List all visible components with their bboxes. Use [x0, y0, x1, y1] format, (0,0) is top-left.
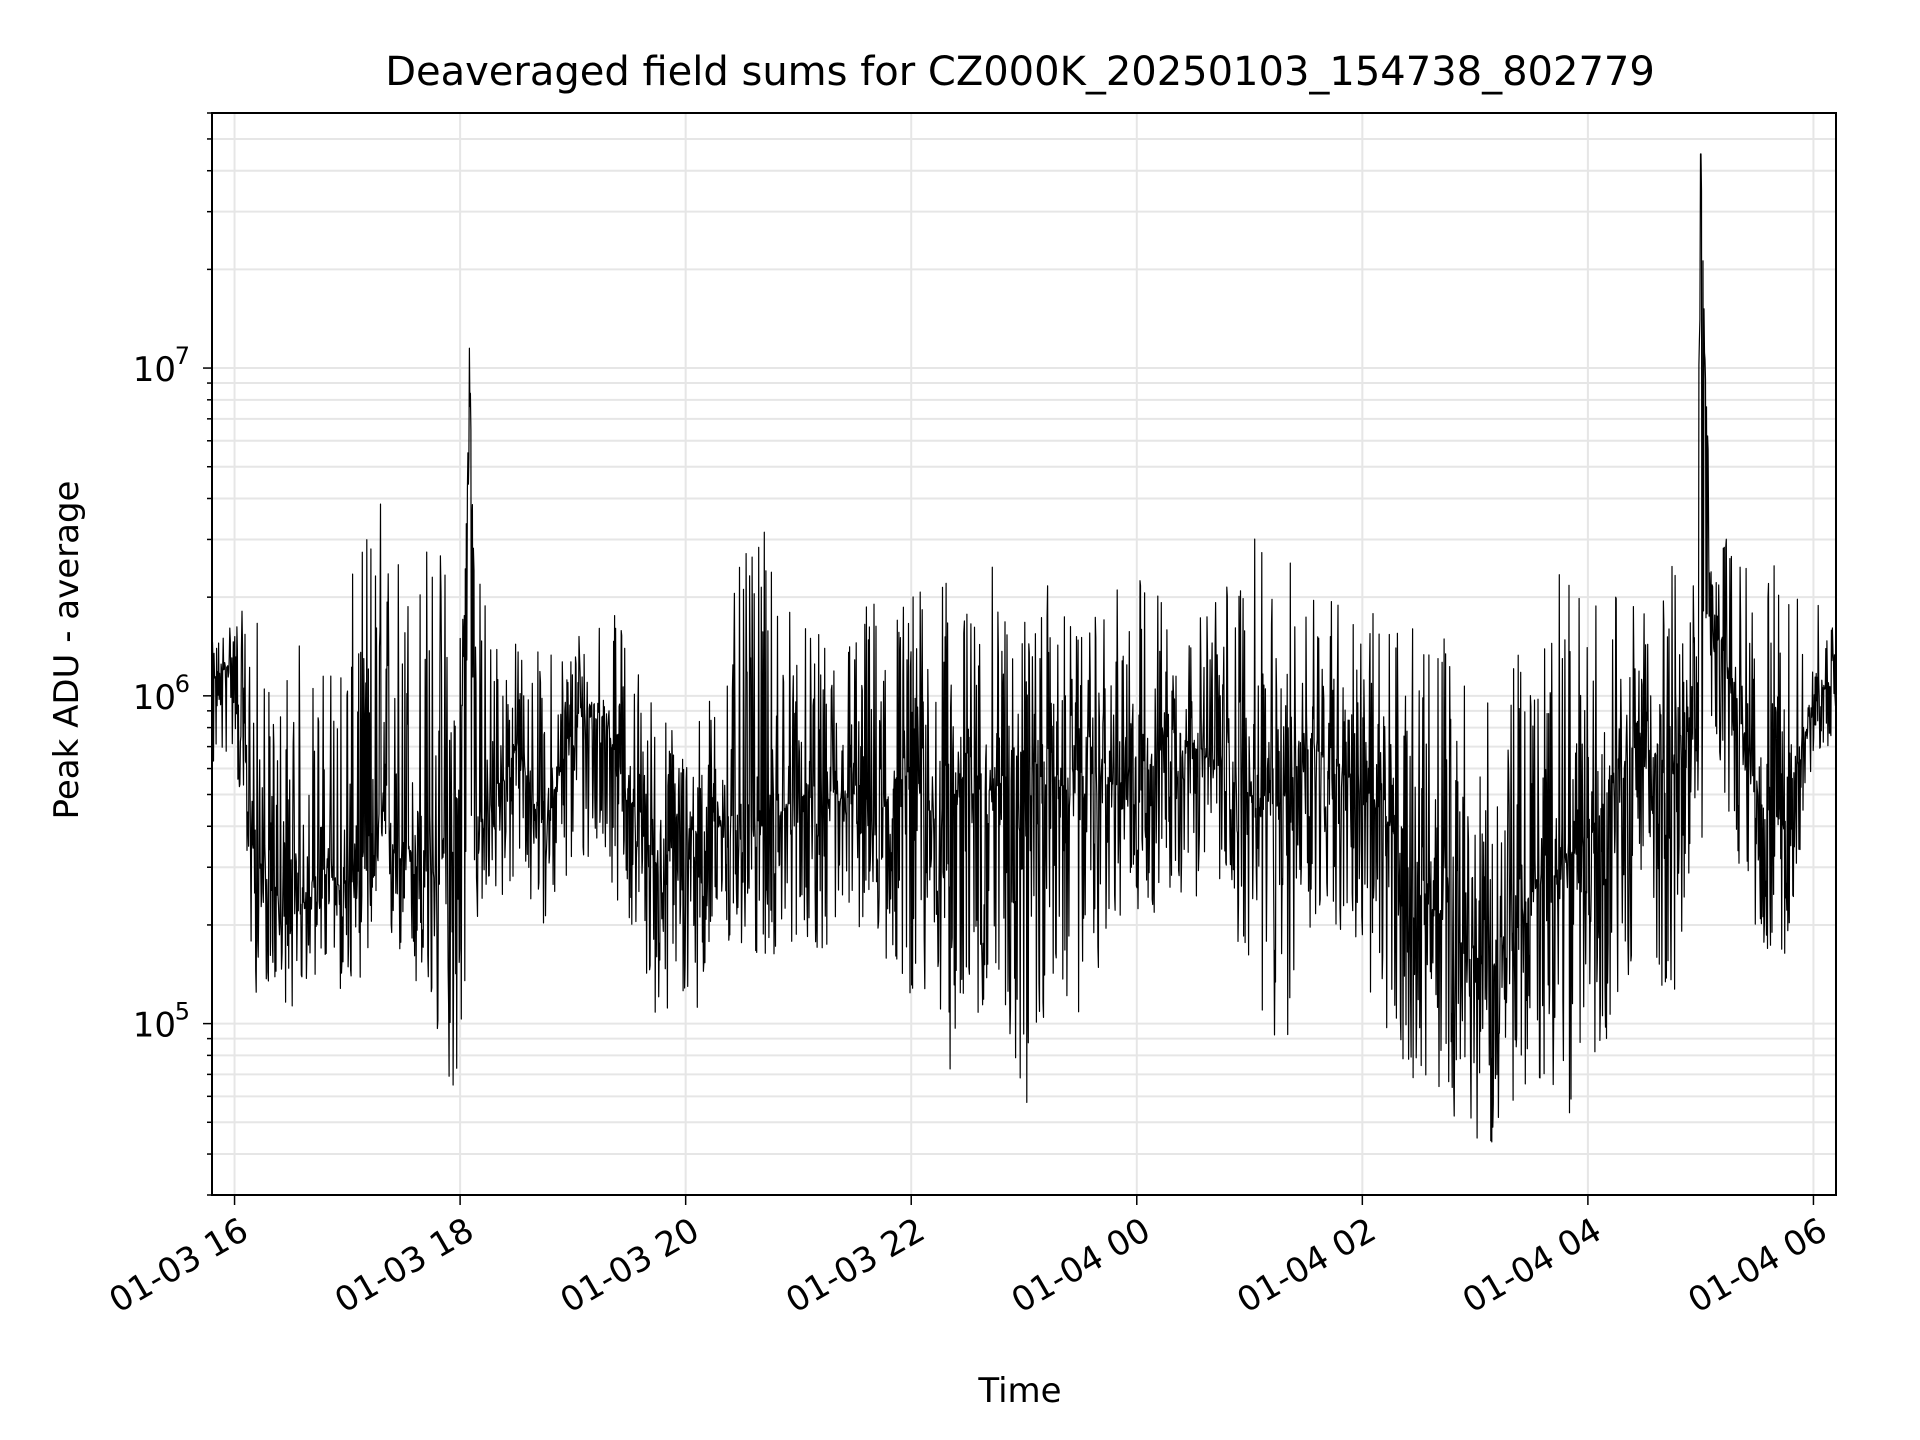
plot-frame: [211, 112, 1837, 1196]
y-tick-label: 10: [133, 1006, 176, 1046]
series-line: [212, 153, 1836, 1143]
y-tick-exponent: 5: [175, 998, 190, 1026]
plot-area: [212, 153, 1836, 1143]
chart-title: Deaveraged field sums for CZ000K_2025010…: [385, 49, 1655, 95]
y-tick-label: 10: [133, 678, 176, 718]
x-axis-label: Time: [977, 1371, 1061, 1411]
y-axis-label: Peak ADU - average: [47, 481, 87, 820]
y-tick-exponent: 7: [175, 342, 190, 370]
y-tick-label: 10: [133, 350, 176, 390]
y-tick-exponent: 6: [175, 670, 190, 698]
